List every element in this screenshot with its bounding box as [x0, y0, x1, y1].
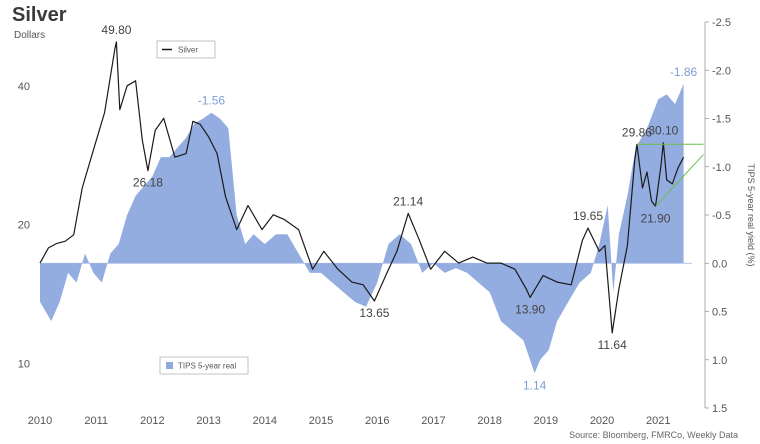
x-tick-label: 2010: [28, 415, 52, 427]
left-y-tick-label: 10: [18, 358, 30, 370]
left-y-tick-label: 20: [18, 220, 30, 232]
data-label: -1.56: [198, 94, 226, 108]
tips-legend-swatch: [166, 362, 173, 369]
silver-legend-box: [156, 40, 216, 59]
x-tick-label: 2020: [590, 415, 614, 427]
tips-legend-box: [159, 356, 249, 375]
x-tick-label: 2012: [140, 415, 164, 427]
x-tick-label: 2017: [421, 415, 445, 427]
x-tick-label: 2014: [253, 415, 277, 427]
data-label: 49.80: [101, 23, 131, 37]
x-tick-label: 2011: [84, 415, 108, 427]
data-label: 21.14: [393, 194, 423, 208]
data-label: 21.90: [640, 211, 670, 225]
tips-area: [40, 83, 684, 374]
x-tick-label: 2015: [309, 415, 333, 427]
right-y-tick-label: -1.0: [712, 162, 731, 174]
data-label: -1.86: [670, 65, 698, 79]
trendline-1: [655, 154, 704, 207]
data-label: 29.86: [622, 125, 652, 139]
right-y-tick-label: 0.0: [712, 258, 727, 270]
left-axis-unit: Dollars: [14, 30, 46, 41]
data-label: 30.10: [648, 124, 678, 138]
source-note: Source: Bloomberg, FMRCo, Weekly Data: [569, 430, 738, 440]
data-label: 11.64: [598, 338, 627, 352]
silver-legend-label: Silver: [178, 46, 198, 55]
right-y-tick-label: -0.5: [712, 210, 731, 222]
data-label: 1.14: [523, 378, 547, 392]
right-axis-label: TIPS 5-year real yield (%): [746, 163, 756, 266]
right-y-tick-label: -2.0: [712, 65, 731, 77]
x-tick-label: 2013: [196, 415, 220, 427]
x-tick-label: 2019: [534, 415, 558, 427]
x-tick-label: 2021: [646, 415, 670, 427]
right-y-tick-label: -2.5: [712, 17, 731, 29]
x-tick-label: 2016: [365, 415, 389, 427]
data-label: 26.18: [133, 176, 163, 190]
tips-legend-label: TIPS 5-year real: [178, 362, 236, 371]
chart-title: Silver: [12, 4, 67, 26]
data-label: 13.65: [359, 306, 389, 320]
data-label: 13.90: [515, 302, 545, 316]
x-tick-label: 2018: [477, 415, 501, 427]
right-y-tick-label: 0.5: [712, 307, 727, 319]
silver-line: [39, 41, 685, 334]
right-y-tick-label: -1.5: [712, 114, 731, 126]
left-y-tick-label: 40: [18, 81, 30, 93]
data-label: 19.65: [573, 209, 603, 223]
right-y-tick-label: 1.0: [712, 355, 727, 367]
right-y-tick-label: 1.5: [712, 403, 727, 415]
